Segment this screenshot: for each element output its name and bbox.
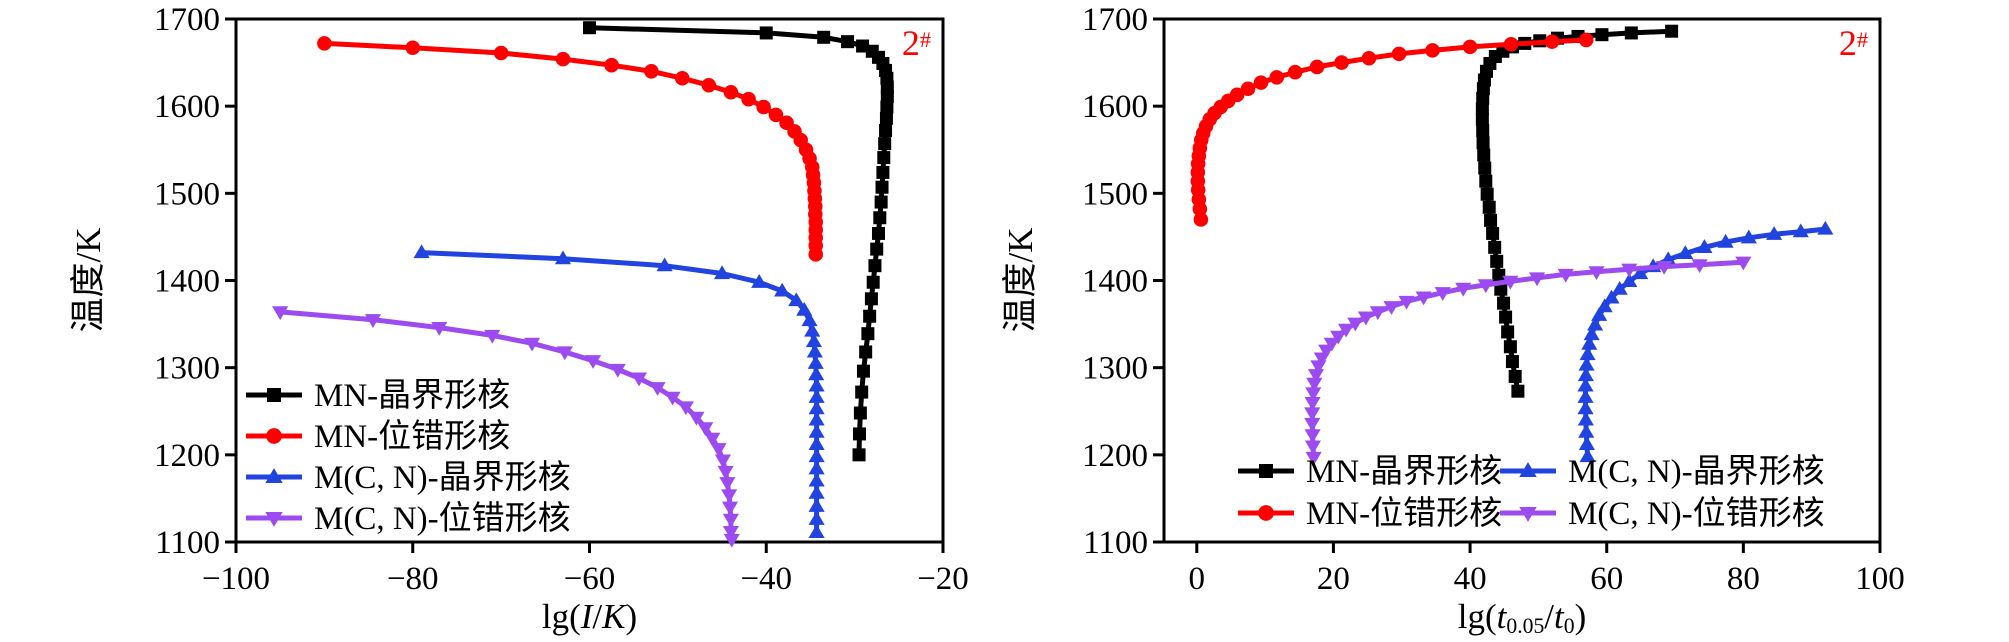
legend-label: MN-晶界形核: [314, 377, 510, 414]
x-tick-label: −100: [202, 561, 270, 597]
y-tick-label: 1200: [154, 438, 220, 474]
legend-item-mcn-disl: M(C, N)-位错形核: [1500, 495, 1825, 532]
series-mcn-gb: [413, 244, 825, 538]
left-axes: −100 −80 −60 −40 −20 1100 1200 1300 1400 1500 1600…: [154, 2, 969, 597]
sample-id-annotation: 2#: [1839, 23, 1868, 63]
x-axis-title: lg(I/K): [542, 597, 637, 636]
legend-item-mn-disl: MN-位错形核: [246, 418, 510, 455]
x-tick-label: −20: [917, 561, 969, 597]
legend-item-mn-gb: MN-晶界形核: [1238, 453, 1502, 490]
right-axes: 0 20 40 60 80 100 1100 1200 1300 1400 1500 1600 1700: [1082, 2, 1905, 597]
series-mn-gb: [583, 21, 894, 462]
y-tick-label: 1600: [154, 89, 220, 125]
legend-label: M(C, N)-晶界形核: [1568, 453, 1825, 490]
y-axis-title: 温度/K: [1001, 227, 1040, 332]
y-tick-label: 1600: [1082, 89, 1148, 125]
x-tick-label: −80: [387, 561, 439, 597]
y-tick-label: 1500: [154, 176, 220, 212]
left-chart: −100 −80 −60 −40 −20 1100 1200 1300 1400 1500 1600…: [69, 2, 969, 636]
series-mcn-disl: [1304, 256, 1752, 466]
y-tick-label: 1100: [155, 525, 220, 561]
legend-label: MN-晶界形核: [1306, 453, 1502, 490]
y-tick-label: 1700: [154, 2, 220, 38]
legend-label: MN-位错形核: [1306, 495, 1502, 532]
legend-label: M(C, N)-晶界形核: [314, 459, 571, 496]
y-tick-label: 1300: [1082, 351, 1148, 387]
y-tick-label: 1400: [1082, 264, 1148, 300]
legend-item-mn-gb: MN-晶界形核: [246, 377, 510, 414]
x-axis-title: lg(t0.05/t0): [1458, 597, 1587, 638]
y-tick-label: 1100: [1083, 525, 1148, 561]
x-tick-label: 100: [1855, 561, 1905, 597]
x-tick-label: −60: [564, 561, 616, 597]
x-tick-label: −40: [740, 561, 792, 597]
right-chart: 0 20 40 60 80 100 1100 1200 1300 1400 1500 1600 1700…: [1001, 2, 1905, 638]
legend-item-mcn-gb: M(C, N)-晶界形核: [246, 459, 571, 496]
legend-item-mcn-gb: M(C, N)-晶界形核: [1500, 453, 1825, 490]
series-mn-disl: [317, 36, 824, 262]
series-mcn-gb: [1577, 220, 1834, 463]
legend-label: M(C, N)-位错形核: [1568, 495, 1825, 532]
y-tick-label: 1300: [154, 351, 220, 387]
legend-item-mcn-disl: M(C, N)-位错形核: [246, 500, 571, 537]
x-tick-label: 0: [1189, 561, 1206, 597]
left-legend: MN-晶界形核 MN-位错形核 M(C, N)-晶界形核 M(C, N)-位错形核: [246, 377, 571, 537]
x-tick-label: 20: [1317, 561, 1350, 597]
sample-id-annotation: 2#: [902, 23, 931, 63]
y-axis-title: 温度/K: [69, 227, 108, 332]
series-mn-disl: [1190, 32, 1594, 227]
x-tick-label: 80: [1727, 561, 1760, 597]
y-tick-label: 1500: [1082, 176, 1148, 212]
series-mcn-disl: [272, 306, 740, 548]
right-legend: MN-晶界形核 MN-位错形核 M(C, N)-晶界形核 M(C, N)-位错形核: [1238, 453, 1825, 532]
legend-label: M(C, N)-位错形核: [314, 500, 571, 537]
legend-item-mn-disl: MN-位错形核: [1238, 495, 1502, 532]
y-tick-label: 1700: [1082, 2, 1148, 38]
y-tick-label: 1200: [1082, 438, 1148, 474]
series-mn-gb: [1475, 24, 1679, 398]
y-tick-label: 1400: [154, 264, 220, 300]
legend-label: MN-位错形核: [314, 418, 510, 455]
x-tick-label: 40: [1454, 561, 1487, 597]
x-tick-label: 60: [1590, 561, 1623, 597]
